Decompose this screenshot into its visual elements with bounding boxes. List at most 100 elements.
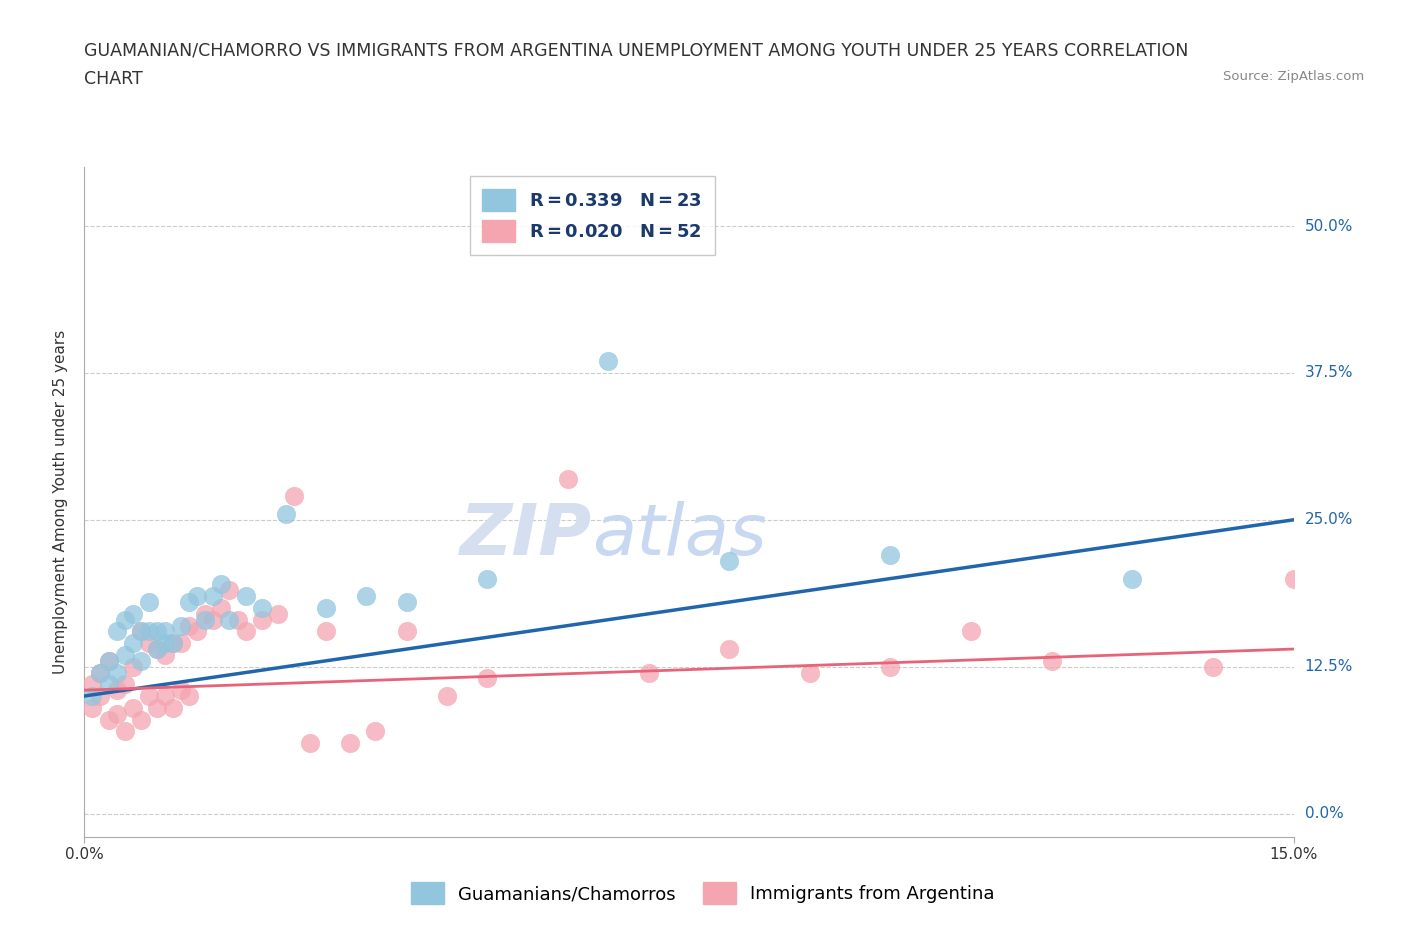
- Point: [637, 665, 659, 680]
- Point: [194, 612, 217, 627]
- Point: [170, 636, 193, 651]
- Text: atlas: atlas: [592, 501, 766, 570]
- Text: 50.0%: 50.0%: [1305, 219, 1353, 233]
- Point: [114, 612, 136, 627]
- Point: [1282, 571, 1305, 586]
- Point: [879, 548, 901, 563]
- Point: [356, 589, 378, 604]
- Point: [89, 665, 111, 680]
- Point: [105, 665, 128, 680]
- Point: [97, 654, 120, 669]
- Point: [250, 612, 273, 627]
- Point: [186, 589, 208, 604]
- Point: [82, 688, 104, 703]
- Point: [1121, 571, 1143, 586]
- Point: [179, 594, 201, 609]
- Text: CHART: CHART: [84, 70, 143, 87]
- Point: [153, 636, 176, 651]
- Point: [97, 712, 120, 727]
- Point: [395, 624, 418, 639]
- Point: [121, 700, 143, 715]
- Point: [315, 601, 337, 616]
- Point: [82, 700, 104, 715]
- Point: [121, 659, 143, 674]
- Point: [121, 606, 143, 621]
- Text: GUAMANIAN/CHAMORRO VS IMMIGRANTS FROM ARGENTINA UNEMPLOYMENT AMONG YOUTH UNDER 2: GUAMANIAN/CHAMORRO VS IMMIGRANTS FROM AR…: [84, 42, 1188, 60]
- Point: [274, 507, 297, 522]
- Point: [89, 688, 111, 703]
- Point: [105, 624, 128, 639]
- Text: 12.5%: 12.5%: [1305, 659, 1353, 674]
- Point: [105, 706, 128, 721]
- Legend: Guamanians/Chamorros, Immigrants from Argentina: Guamanians/Chamorros, Immigrants from Ar…: [405, 875, 1001, 911]
- Point: [315, 624, 337, 639]
- Point: [395, 594, 418, 609]
- Point: [194, 606, 217, 621]
- Point: [209, 577, 232, 591]
- Point: [477, 671, 499, 685]
- Point: [960, 624, 983, 639]
- Point: [218, 583, 240, 598]
- Point: [129, 624, 152, 639]
- Text: Source: ZipAtlas.com: Source: ZipAtlas.com: [1223, 70, 1364, 83]
- Point: [114, 724, 136, 738]
- Point: [226, 612, 249, 627]
- Point: [129, 624, 152, 639]
- Point: [179, 688, 201, 703]
- Point: [146, 624, 169, 639]
- Point: [186, 624, 208, 639]
- Point: [250, 601, 273, 616]
- Point: [363, 724, 385, 738]
- Point: [339, 736, 361, 751]
- Point: [477, 571, 499, 586]
- Point: [299, 736, 322, 751]
- Point: [879, 659, 901, 674]
- Text: 37.5%: 37.5%: [1305, 365, 1353, 380]
- Point: [718, 642, 741, 657]
- Point: [209, 601, 232, 616]
- Point: [105, 683, 128, 698]
- Point: [202, 589, 225, 604]
- Point: [1040, 654, 1063, 669]
- Point: [121, 636, 143, 651]
- Point: [170, 683, 193, 698]
- Text: ZIP: ZIP: [460, 501, 592, 570]
- Point: [179, 618, 201, 633]
- Point: [283, 489, 305, 504]
- Point: [138, 624, 160, 639]
- Point: [267, 606, 290, 621]
- Point: [138, 594, 160, 609]
- Point: [162, 636, 184, 651]
- Point: [82, 677, 104, 692]
- Point: [114, 677, 136, 692]
- Point: [170, 618, 193, 633]
- Point: [1202, 659, 1225, 674]
- Point: [146, 642, 169, 657]
- Point: [218, 612, 240, 627]
- Point: [153, 647, 176, 662]
- Point: [235, 624, 257, 639]
- Y-axis label: Unemployment Among Youth under 25 years: Unemployment Among Youth under 25 years: [53, 330, 69, 674]
- Point: [146, 642, 169, 657]
- Point: [153, 688, 176, 703]
- Point: [235, 589, 257, 604]
- Point: [162, 636, 184, 651]
- Point: [129, 712, 152, 727]
- Point: [114, 647, 136, 662]
- Point: [146, 700, 169, 715]
- Point: [129, 654, 152, 669]
- Point: [718, 553, 741, 568]
- Point: [799, 665, 821, 680]
- Legend: $\mathbf{R = 0.339}$   $\mathbf{N = 23}$, $\mathbf{R = 0.020}$   $\mathbf{N = 52: $\mathbf{R = 0.339}$ $\mathbf{N = 23}$, …: [470, 177, 714, 255]
- Point: [557, 472, 579, 486]
- Point: [598, 353, 620, 368]
- Point: [138, 636, 160, 651]
- Point: [97, 677, 120, 692]
- Text: 0.0%: 0.0%: [1305, 806, 1343, 821]
- Point: [436, 688, 458, 703]
- Text: 25.0%: 25.0%: [1305, 512, 1353, 527]
- Point: [138, 688, 160, 703]
- Point: [89, 665, 111, 680]
- Point: [97, 654, 120, 669]
- Point: [162, 700, 184, 715]
